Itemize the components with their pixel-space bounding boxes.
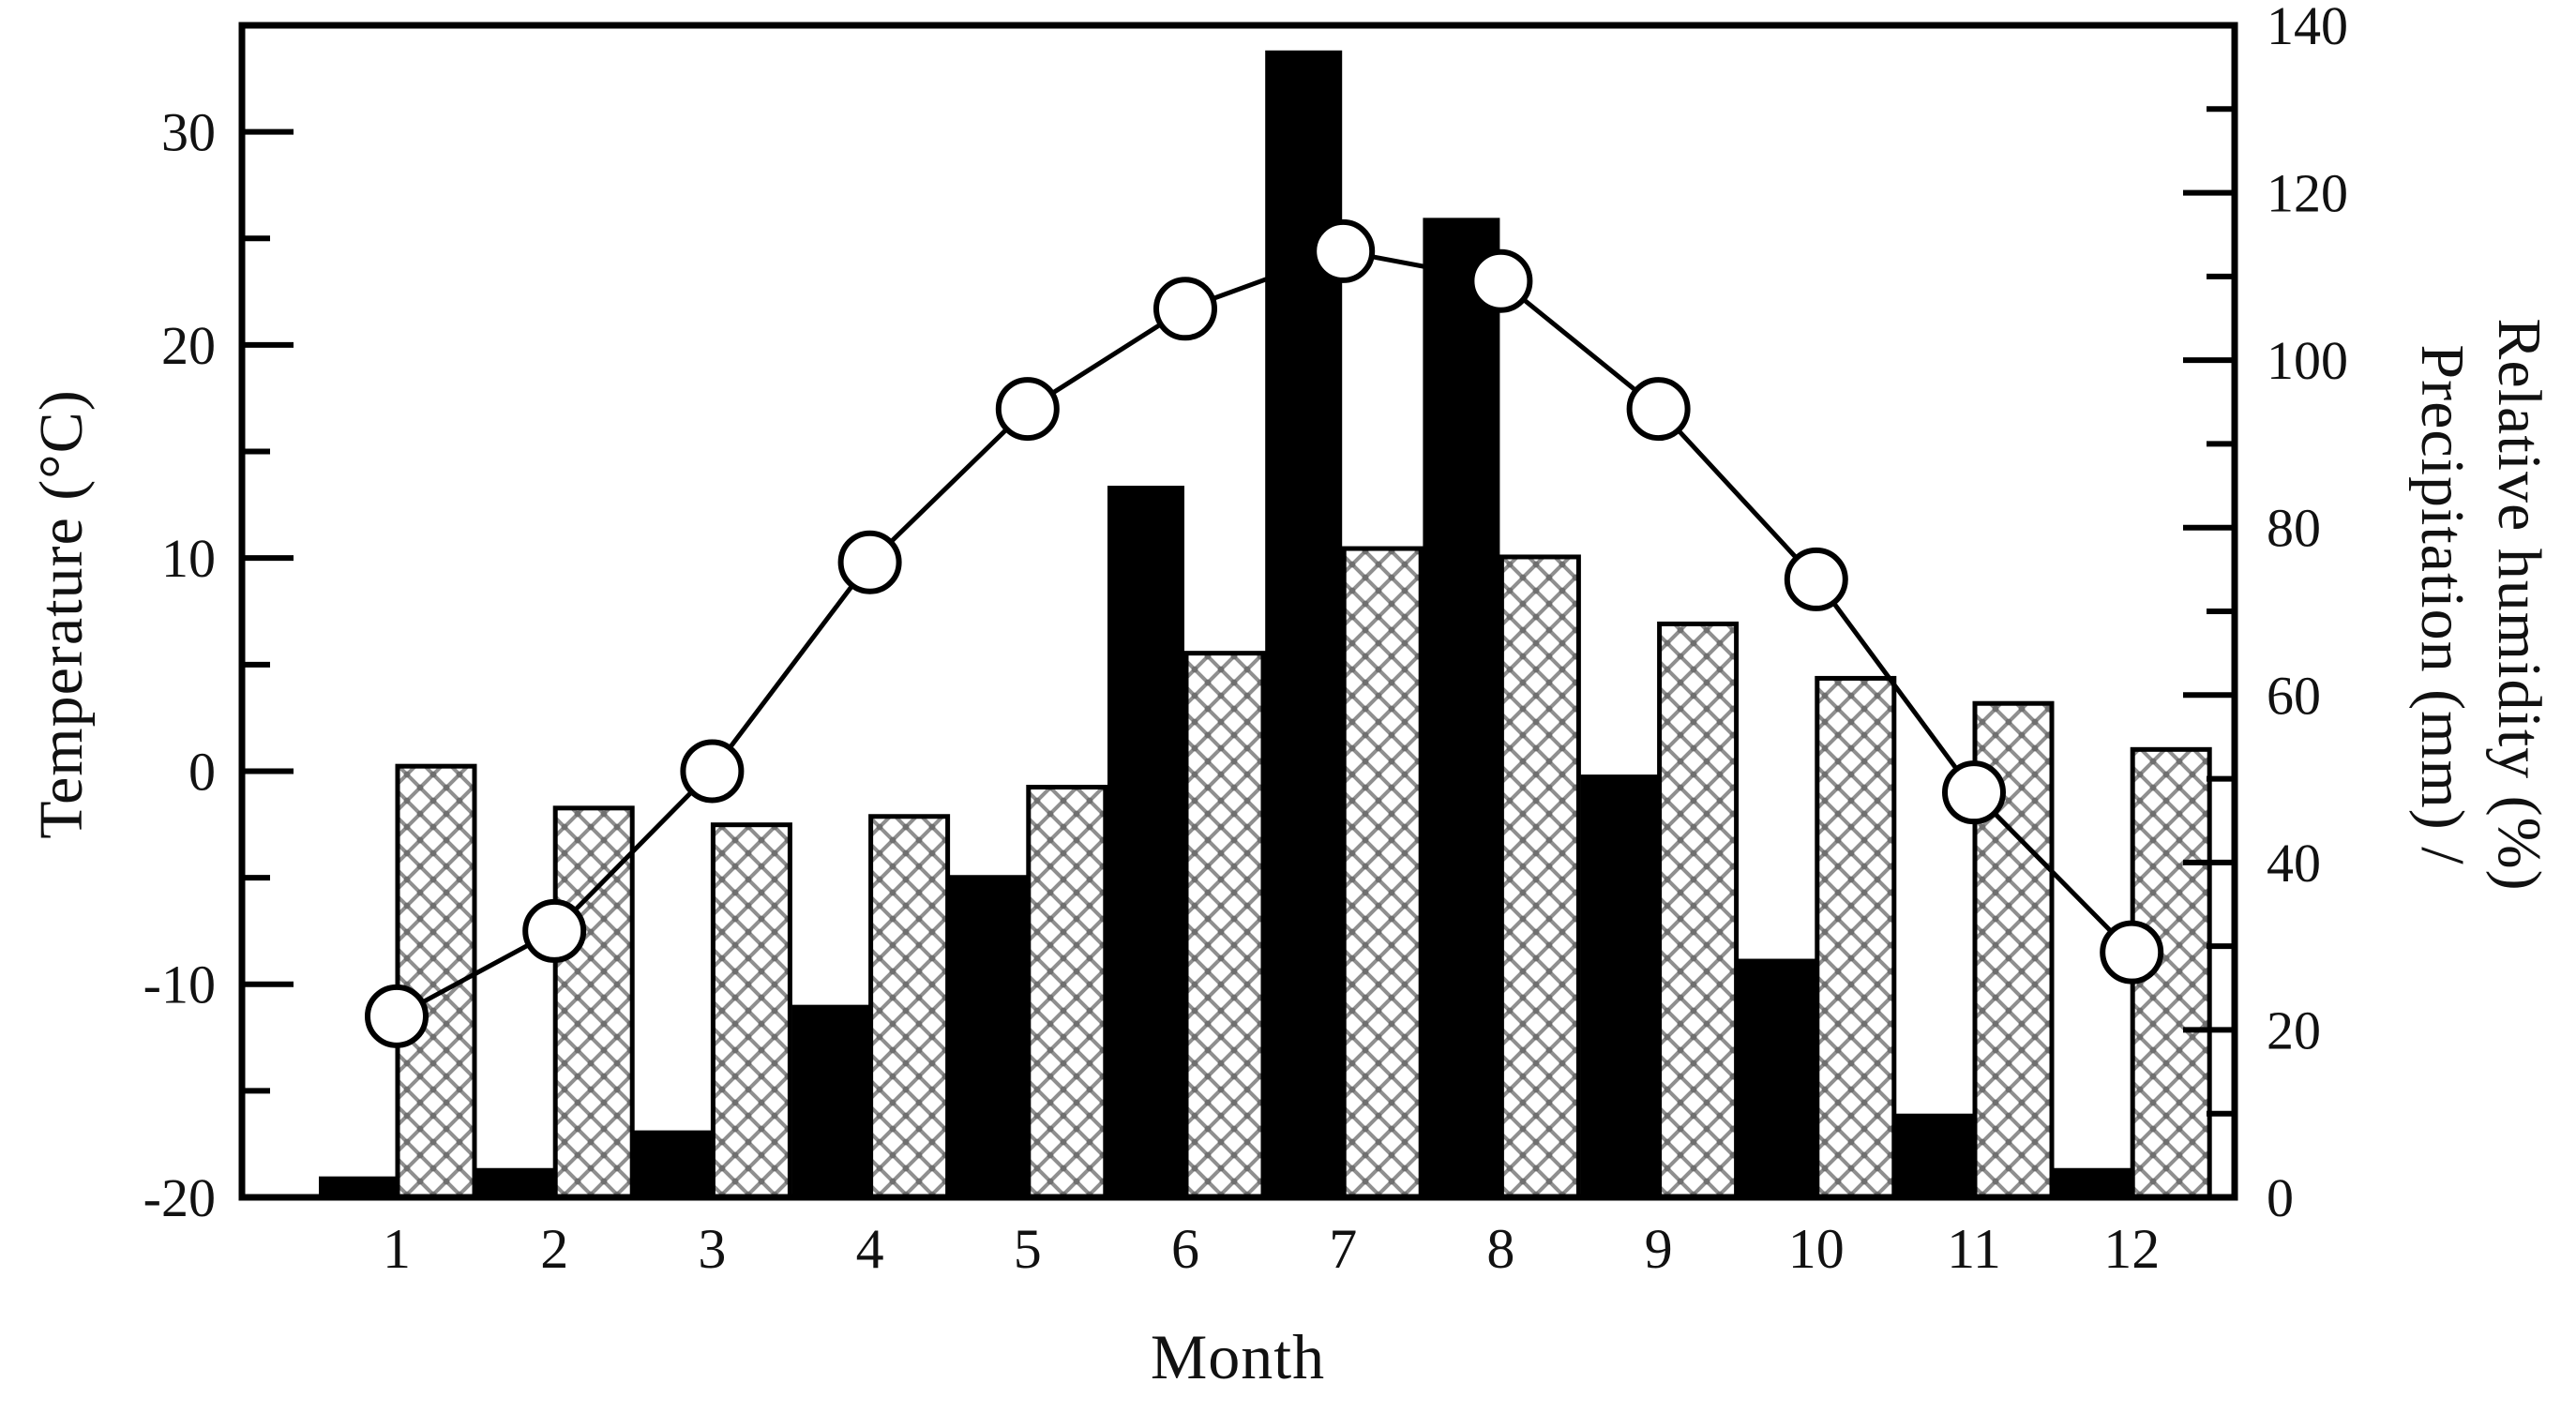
left-axis-tick-label: 0 — [188, 741, 216, 802]
temperature-marker-month-4 — [837, 530, 902, 594]
temperature-marker-month-7 — [1311, 218, 1376, 283]
right-axis-tick-label: 0 — [2267, 1167, 2294, 1228]
temperature-marker-month-12 — [2100, 920, 2164, 985]
humidity-bar-month-5 — [1026, 785, 1108, 1200]
right-axis-tick-label: 120 — [2267, 163, 2348, 224]
left-axis-title: Temperature (°C) — [27, 389, 96, 839]
left-axis-tick-label: -10 — [143, 955, 216, 1015]
left-axis-tick-label: -20 — [143, 1167, 216, 1228]
temperature-marker-month-6 — [1153, 277, 1217, 341]
humidity-bar-month-10 — [1815, 675, 1897, 1200]
humidity-bar-month-4 — [868, 814, 951, 1200]
humidity-bar-month-2 — [552, 805, 635, 1200]
precipitation-bar-month-3 — [634, 1130, 712, 1197]
precipitation-bar-month-11 — [1896, 1113, 1973, 1197]
humidity-bar-month-8 — [1499, 554, 1581, 1200]
x-axis-tick-label: 7 — [1329, 1218, 1357, 1280]
precipitation-bar-month-8 — [1423, 218, 1500, 1197]
temperature-marker-month-11 — [1942, 760, 2006, 825]
x-axis-tick-label: 9 — [1645, 1218, 1673, 1280]
x-axis-tick-label: 6 — [1171, 1218, 1199, 1280]
temperature-marker-month-1 — [365, 984, 429, 1048]
right-axis-tick-label: 140 — [2267, 0, 2348, 56]
temperature-line — [395, 248, 2133, 1019]
left-axis-tick-label: 30 — [161, 102, 216, 163]
x-axis-tick-label: 12 — [2103, 1218, 2160, 1280]
temperature-marker-month-3 — [680, 739, 745, 804]
right-axis-tick-label: 20 — [2267, 1000, 2321, 1060]
x-axis-tick-label: 11 — [1947, 1218, 2001, 1280]
precipitation-bar-month-9 — [1580, 774, 1658, 1197]
right-axis-title-precipitation: Precipitation (mm) / — [2408, 344, 2477, 865]
humidity-bar-month-7 — [1341, 546, 1424, 1200]
temperature-marker-month-8 — [1469, 248, 1533, 313]
temperature-marker-month-5 — [995, 377, 1060, 442]
right-axis-tick-label: 80 — [2267, 498, 2321, 559]
x-axis-tick-label: 8 — [1486, 1218, 1514, 1280]
humidity-bar-month-9 — [1657, 621, 1740, 1200]
humidity-bar-month-3 — [710, 822, 792, 1200]
humidity-bar-month-6 — [1183, 651, 1266, 1200]
x-axis-tick-label: 4 — [856, 1218, 884, 1280]
precipitation-bar-month-10 — [1738, 958, 1815, 1197]
temperature-marker-month-10 — [1784, 547, 1848, 611]
left-axis-tick-label: 10 — [161, 528, 216, 589]
x-axis-tick-label: 5 — [1014, 1218, 1042, 1280]
precipitation-bar-month-1 — [319, 1176, 396, 1197]
precipitation-bar-month-4 — [791, 1004, 869, 1197]
right-axis-title-humidity: Relative humidity (%) — [2485, 318, 2553, 892]
precipitation-bar-month-12 — [2054, 1167, 2132, 1197]
temperature-marker-month-9 — [1626, 377, 1691, 442]
x-axis-tick-label: 3 — [698, 1218, 726, 1280]
precipitation-bar-month-5 — [949, 875, 1027, 1197]
x-axis-title: Month — [1150, 1321, 1326, 1392]
right-axis-tick-label: 40 — [2267, 833, 2321, 894]
right-axis-tick-label: 60 — [2267, 665, 2321, 726]
temperature-marker-month-2 — [522, 898, 587, 963]
precipitation-bar-month-6 — [1107, 486, 1184, 1197]
left-axis-tick-label: 20 — [161, 315, 216, 376]
right-axis-tick-label: 100 — [2267, 330, 2348, 391]
x-axis-tick-label: 2 — [540, 1218, 568, 1280]
x-axis-tick-label: 1 — [383, 1218, 411, 1280]
precipitation-bar-month-2 — [476, 1167, 554, 1197]
x-axis-tick-label: 10 — [1788, 1218, 1845, 1280]
